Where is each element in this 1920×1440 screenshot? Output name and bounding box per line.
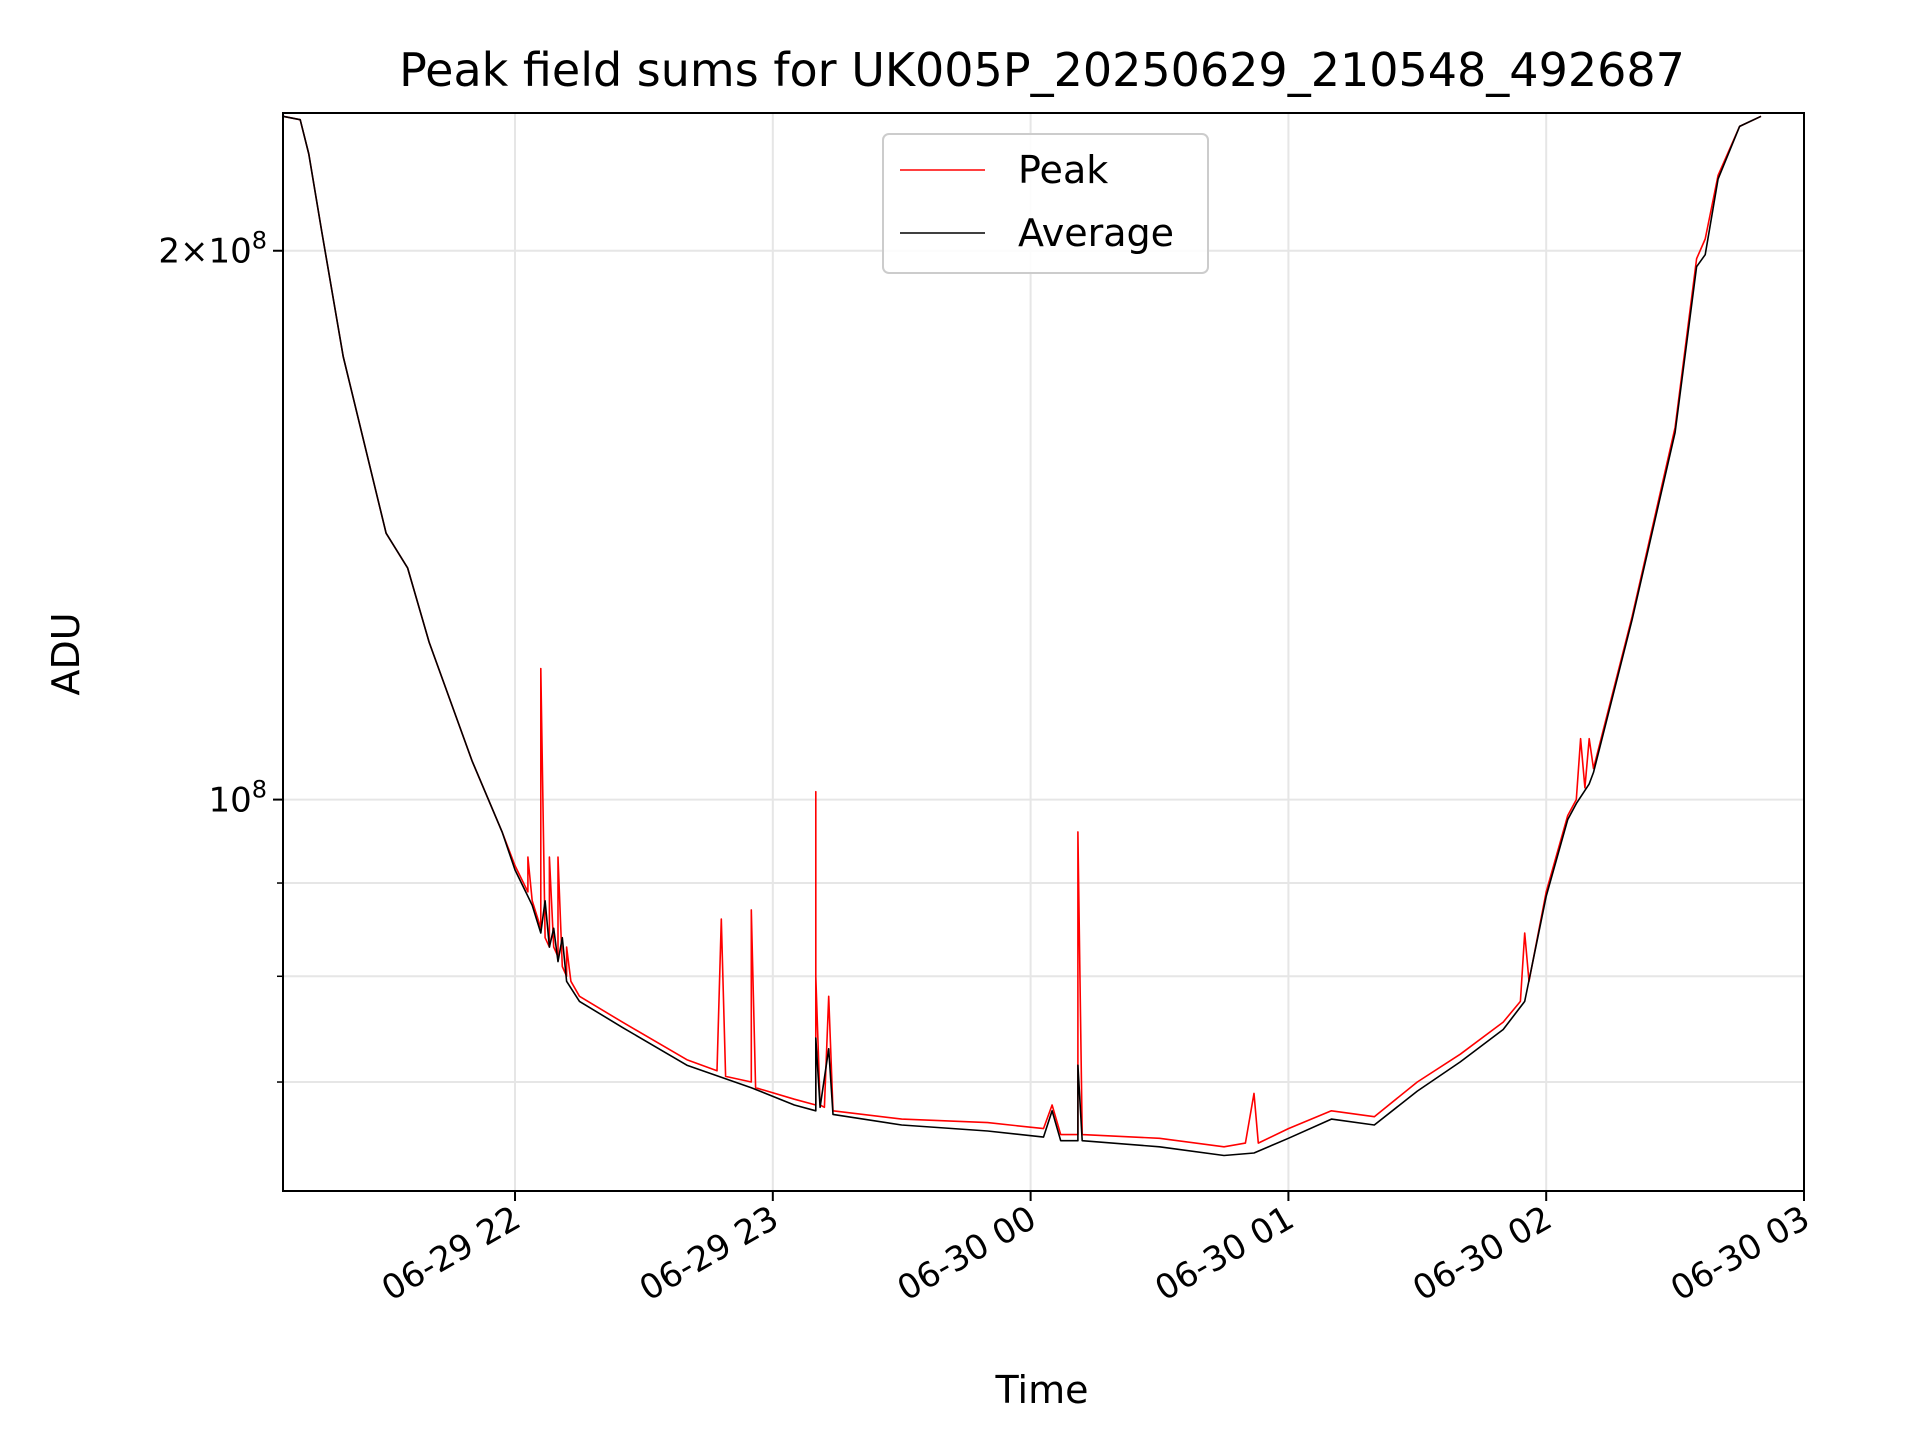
legend-box [882, 133, 1209, 274]
series-layer [282, 115, 1762, 1157]
y-tick-label: 2×108 [158, 227, 267, 272]
legend-label-peak: Peak [1018, 148, 1108, 192]
chart-title: Peak field sums for UK005P_20250629_2105… [399, 43, 1685, 97]
legend-label-average: Average [1018, 211, 1174, 255]
legend: Peak Average [882, 133, 1209, 274]
series-line-average [282, 115, 1762, 1157]
y-tick-label: 108 [208, 776, 267, 821]
x-axis-label: Time [995, 1368, 1089, 1412]
y-axis: 108 2×108 [158, 227, 283, 1083]
y-axis-label: ADU [44, 612, 88, 695]
plot-area-frame [282, 112, 1805, 1192]
